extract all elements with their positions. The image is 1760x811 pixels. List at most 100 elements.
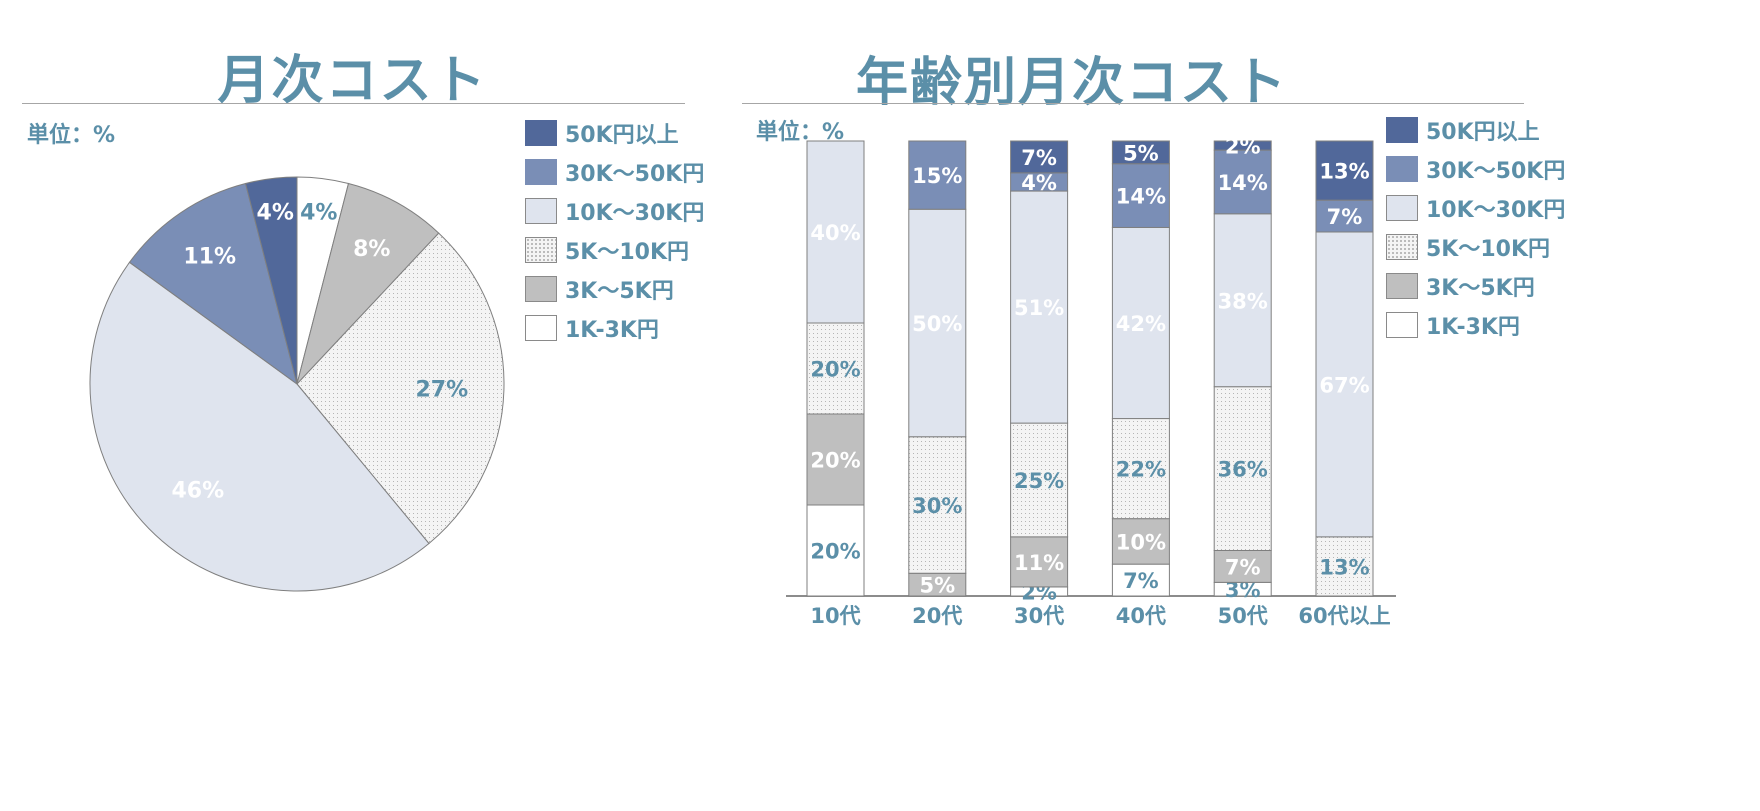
bar-segment-label: 38% — [1218, 289, 1268, 313]
bar-category-label: 50代 — [1218, 604, 1268, 628]
bar-legend-item: 3K〜5K円 — [1386, 266, 1565, 305]
bar-category-label: 40代 — [1116, 604, 1166, 628]
bar-segment — [1213, 149, 1272, 215]
bar-segment-label: 50% — [912, 312, 962, 336]
pie-legend-item: 50K円以上 — [525, 113, 704, 152]
bar-segment-label: 11% — [1014, 551, 1064, 575]
bar-segment — [1010, 422, 1069, 538]
pie-slice-label: 4% — [300, 200, 337, 225]
bar-segment-label: 7% — [1327, 205, 1363, 229]
bar-legend-label: 5K〜10K円 — [1426, 236, 1551, 262]
pie-slice-label: 4% — [257, 200, 294, 225]
bar-segment-label: 14% — [1116, 185, 1166, 209]
pie-legend-swatch — [525, 275, 557, 302]
bar-segment-label: 13% — [1319, 160, 1369, 184]
bar-legend-label: 30K〜50K円 — [1426, 158, 1566, 184]
bar-category-label: 30代 — [1014, 604, 1064, 628]
bar-segment-label: 51% — [1014, 296, 1064, 320]
bar-segment-label: 25% — [1014, 469, 1064, 493]
bar-legend-item: 5K〜10K円 — [1386, 227, 1565, 266]
bar-segment-label: 30% — [912, 494, 962, 518]
bar-segment-label: 42% — [1116, 312, 1166, 336]
bar-segment-label: 5% — [919, 574, 955, 598]
bar-title-rule — [742, 103, 1524, 104]
pie-legend-label: 10K〜30K円 — [565, 200, 705, 226]
bar-segment — [1213, 550, 1272, 583]
pie-legend-label: 50K円以上 — [565, 122, 679, 148]
bar-legend-label: 10K〜30K円 — [1426, 197, 1566, 223]
bar-segment — [1315, 140, 1374, 201]
bar-segment — [1111, 226, 1170, 420]
pie-legend-label: 5K〜10K円 — [565, 239, 690, 265]
bar-segment — [1213, 386, 1272, 552]
pie-legend-swatch — [525, 119, 557, 146]
bar-segment-label: 22% — [1116, 458, 1166, 482]
pie-legend-item: 3K〜5K円 — [525, 269, 704, 308]
pie-legend-item: 1K-3K円 — [525, 308, 704, 347]
bar-segment-label: 20% — [810, 449, 860, 473]
bar-segment — [1010, 190, 1069, 424]
pie-slice — [89, 261, 430, 592]
bar-segment — [1111, 418, 1170, 520]
bar-legend-item: 50K円以上 — [1386, 110, 1565, 149]
bar-segment — [1213, 213, 1272, 388]
bar-category-label: 20代 — [912, 604, 962, 628]
bar-category-label: 60代以上 — [1298, 604, 1390, 628]
bar-legend: 50K円以上 30K〜50K円 10K〜30K円 5K〜10K円 3K〜5K円 1K-3K… — [1386, 110, 1565, 344]
bar-segment-label: 7% — [1123, 569, 1159, 593]
bar-segment-label: 14% — [1218, 171, 1268, 195]
bar-legend-swatch — [1386, 311, 1418, 338]
pie-slice-label: 27% — [415, 378, 468, 403]
bar-segment-label: 4% — [1021, 171, 1057, 195]
pie-unit-label: 単位：% — [27, 123, 116, 148]
pie-legend-label: 1K-3K円 — [565, 317, 659, 343]
bar-segment — [908, 208, 967, 438]
bar-legend-swatch — [1386, 272, 1418, 299]
bar-segment-label: 2% — [1225, 135, 1261, 159]
bar-legend-swatch — [1386, 194, 1418, 221]
bar-segment — [1010, 536, 1069, 588]
pie-chart: 4% 8% 27% 46% 11% 4% — [89, 176, 505, 592]
bar-legend-item: 1K-3K円 — [1386, 305, 1565, 344]
bar-legend-swatch — [1386, 116, 1418, 143]
pie-legend-item: 5K〜10K円 — [525, 230, 704, 269]
bar-segment — [1315, 199, 1374, 233]
bar-legend-item: 30K〜50K円 — [1386, 149, 1565, 188]
pie-legend-swatch — [525, 236, 557, 263]
pie-legend-swatch — [525, 314, 557, 341]
bar-segment — [1315, 231, 1374, 538]
pie-slice — [296, 232, 505, 545]
bar-segment-label: 7% — [1225, 555, 1261, 579]
bar-segment-label: 13% — [1319, 555, 1369, 579]
bar-segment-label: 7% — [1021, 146, 1057, 170]
pie-legend-label: 3K〜5K円 — [565, 278, 674, 304]
bar-segment — [1213, 140, 1272, 151]
bar-segment-label: 5% — [1123, 141, 1159, 165]
bar-segment-label: 10% — [1116, 530, 1166, 554]
pie-legend-item: 30K〜50K円 — [525, 152, 704, 191]
bar-segment — [806, 322, 865, 415]
bar-legend-label: 3K〜5K円 — [1426, 275, 1535, 301]
bar-segment-label: 15% — [912, 164, 962, 188]
bar-segment — [1315, 536, 1374, 597]
bar-segment — [1010, 140, 1069, 174]
pie-legend-item: 10K〜30K円 — [525, 191, 704, 230]
pie-slice-label: 46% — [171, 479, 224, 504]
bar-segment-label: 36% — [1218, 458, 1268, 482]
bar-category-label: 10代 — [810, 604, 860, 628]
pie-legend-label: 30K〜50K円 — [565, 161, 705, 187]
bar-segment — [908, 436, 967, 574]
pie-slice — [128, 182, 298, 386]
bar-segment-label: 20% — [810, 358, 860, 382]
bar-segment — [1111, 163, 1170, 228]
bar-segment-label: 67% — [1319, 373, 1369, 397]
pie-legend-swatch — [525, 197, 557, 224]
pie-legend: 50K円以上 30K〜50K円 10K〜30K円 5K〜10K円 3K〜5K円 1K-3K… — [525, 113, 704, 347]
bar-legend-item: 10K〜30K円 — [1386, 188, 1565, 227]
bar-legend-swatch — [1386, 233, 1418, 260]
bar-legend-label: 1K-3K円 — [1426, 314, 1520, 340]
pie-slice — [244, 176, 298, 385]
bar-segment — [908, 140, 967, 210]
pie-slice-label: 11% — [183, 245, 236, 270]
